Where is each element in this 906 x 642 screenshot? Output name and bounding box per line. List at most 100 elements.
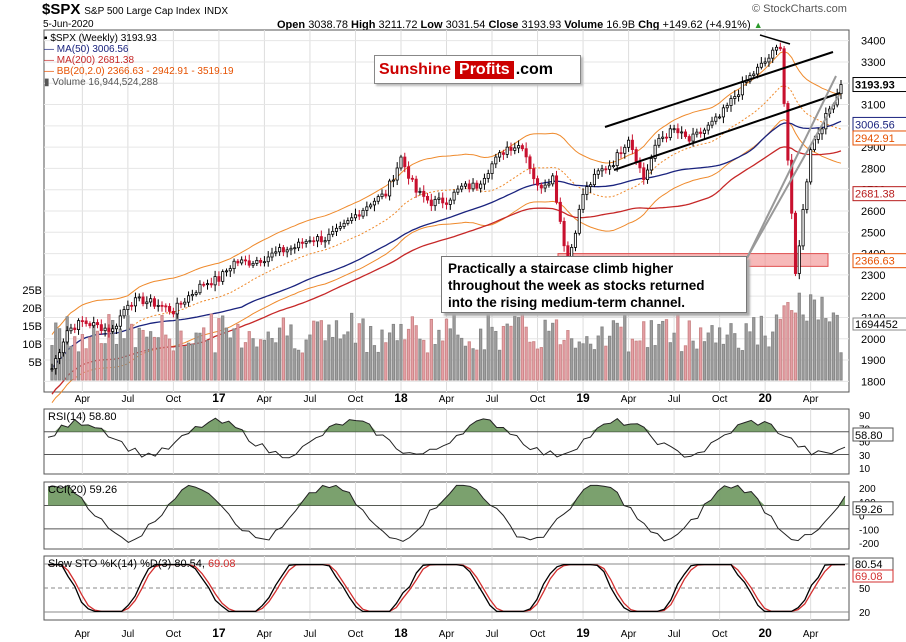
volume-label: Volume	[564, 19, 604, 31]
volume-bar	[141, 329, 145, 381]
candle-body	[528, 156, 532, 169]
volume-bar	[205, 340, 210, 381]
candle-body	[403, 156, 407, 168]
candle-body	[350, 217, 354, 222]
volume-bar	[213, 352, 217, 381]
volume-bar	[566, 330, 570, 381]
stockcharts-brand[interactable]: © StockCharts.com	[752, 3, 847, 15]
volume-bar	[596, 335, 600, 381]
candle-body	[323, 240, 327, 243]
candle-body	[149, 298, 153, 303]
volume-bar	[721, 343, 726, 381]
candle-body	[388, 180, 392, 197]
ma50-line	[51, 120, 842, 370]
candle-body	[695, 131, 699, 135]
candle-body	[494, 156, 498, 165]
candle-body	[467, 183, 471, 190]
candle-body	[141, 296, 145, 305]
volume-bar	[539, 347, 543, 381]
volume-bar	[820, 296, 824, 381]
volume-bar	[380, 329, 384, 381]
candle-body	[175, 302, 179, 315]
volume-bar	[668, 342, 672, 381]
legend-ma50: — MA(50) 3006.56	[44, 44, 129, 55]
volume-bar	[331, 336, 335, 381]
volume-tick-label: 25B	[22, 285, 42, 297]
cci-tick-label: -100	[859, 525, 879, 536]
x-tick-label: Oct	[530, 394, 546, 405]
volume-bar	[619, 326, 623, 381]
candle-body	[520, 145, 524, 150]
volume-bar	[558, 344, 562, 381]
volume-bar	[304, 339, 308, 381]
candle-body	[319, 236, 323, 243]
x-tick-label: Jul	[121, 394, 134, 405]
candle-body	[92, 322, 96, 327]
volume-bar	[319, 320, 323, 381]
price-tick-label: 2000	[861, 334, 885, 346]
candle-body	[232, 260, 236, 270]
candle-body	[706, 124, 710, 131]
rsi-tick-label: 30	[859, 451, 871, 462]
candle-body	[114, 325, 119, 330]
candle-body	[346, 220, 350, 224]
candle-body	[839, 84, 843, 95]
candle-body	[475, 182, 479, 189]
price-tick-label: 1900	[861, 355, 885, 367]
candle-body	[327, 233, 331, 242]
volume-bar	[258, 339, 263, 381]
volume-bar	[406, 328, 411, 381]
x-tick-label: Apr	[621, 394, 637, 405]
candle-body	[145, 301, 149, 305]
volume-bar	[277, 327, 282, 381]
candle-body	[687, 136, 691, 142]
candle-body	[767, 57, 771, 63]
volume-bar	[672, 332, 676, 381]
volume-bar	[92, 322, 96, 381]
x-tick-label: Apr	[803, 629, 819, 640]
candle-body	[433, 199, 437, 207]
volume-bar	[422, 339, 426, 381]
candle-body	[369, 204, 373, 208]
candle-body	[718, 116, 722, 119]
volume-bar	[183, 346, 187, 381]
volume-bar	[346, 331, 350, 381]
volume-bar	[782, 305, 786, 381]
candle-body	[729, 98, 733, 106]
volume-bar	[175, 312, 179, 381]
candle-body	[73, 327, 77, 330]
volume-bar	[516, 317, 521, 381]
volume-bar	[809, 294, 813, 381]
volume-bar	[634, 340, 638, 381]
candle-body	[577, 208, 581, 234]
volume-bar	[179, 330, 183, 381]
volume-bar	[403, 339, 407, 381]
volume-bar	[699, 327, 703, 381]
candle-body	[786, 103, 790, 161]
volume-bar	[202, 327, 206, 381]
candle-body	[297, 241, 301, 249]
x-tick-label: Jul	[486, 629, 499, 640]
volume-bar	[710, 325, 714, 381]
x-tick-label: Jul	[304, 394, 317, 405]
candle-body	[630, 139, 634, 150]
volume-bar	[118, 328, 122, 381]
x-tick-label: 20	[758, 391, 772, 405]
open-value: 3038.78	[308, 19, 348, 31]
sto-k-badge-label: 80.54	[855, 559, 883, 571]
candle-body	[562, 221, 566, 247]
candle-body	[357, 214, 361, 217]
high-value: 3211.72	[378, 19, 418, 31]
volume-bar	[289, 324, 293, 381]
cci-tick-label: 0	[859, 512, 865, 523]
candle-body	[399, 156, 403, 169]
candle-body	[676, 128, 680, 134]
candle-body	[517, 145, 521, 149]
open-label: Open	[277, 19, 306, 31]
volume-bar	[391, 323, 396, 381]
candle-body	[77, 320, 81, 330]
candle-body	[596, 170, 600, 175]
candle-body	[524, 148, 528, 158]
volume-bar	[706, 332, 710, 381]
candle-body	[479, 183, 483, 189]
